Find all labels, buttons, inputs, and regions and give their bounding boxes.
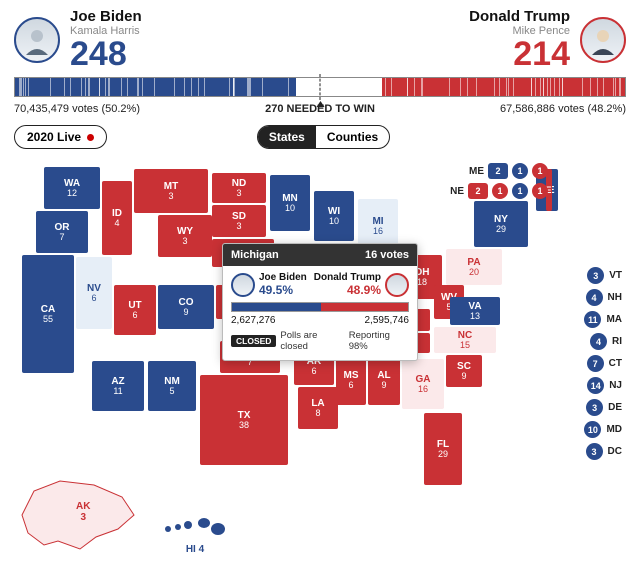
side-state-ct[interactable]: 7CT — [587, 355, 622, 372]
target-label: 270 NEEDED TO WIN — [265, 103, 375, 115]
state-mn[interactable]: MN10 — [270, 175, 310, 231]
state-pa[interactable]: PA20 — [446, 249, 502, 285]
ev-bar-rep — [382, 78, 625, 96]
state-la[interactable]: LA8 — [298, 387, 338, 429]
candidate-rep: Donald Trump Mike Pence 214 — [469, 8, 626, 71]
candidate-dem: Joe Biden Kamala Harris 248 — [14, 8, 142, 71]
ev-bar-gap — [296, 78, 382, 96]
state-mt[interactable]: MT3 — [134, 169, 208, 213]
state-tooltip: Michigan16 votes Joe Biden49.5% Donald T… — [222, 243, 418, 361]
scoreboard-header: Joe Biden Kamala Harris 248 Donald Trump… — [0, 0, 640, 75]
rep-ev-count: 214 — [469, 37, 570, 71]
state-nd[interactable]: ND3 — [212, 173, 266, 203]
state-nv[interactable]: NV6 — [76, 257, 112, 329]
dem-name: Joe Biden — [70, 8, 142, 25]
split-row-me: ME211 — [469, 163, 548, 179]
tooltip-ev: 16 votes — [365, 249, 409, 261]
split-row-ne: NE2111 — [450, 183, 548, 199]
state-al[interactable]: AL9 — [368, 355, 400, 405]
avatar-biden — [14, 17, 60, 63]
state-id[interactable]: ID4 — [102, 181, 132, 255]
state-ny[interactable]: NY29 — [474, 201, 528, 247]
split-me-1[interactable]: 1 — [532, 163, 548, 179]
state-sc[interactable]: SC9 — [446, 355, 482, 387]
side-state-nh[interactable]: 4NH — [586, 289, 622, 306]
side-state-md[interactable]: 10MD — [584, 421, 622, 438]
split-ne-1[interactable]: 1 — [492, 183, 508, 199]
state-va[interactable]: VA13 — [450, 297, 500, 325]
rep-name: Donald Trump — [469, 8, 570, 25]
split-ne-1[interactable]: 1 — [532, 183, 548, 199]
ev-bar-dem — [15, 78, 296, 96]
state-ms[interactable]: MS6 — [336, 355, 366, 405]
state-ut[interactable]: UT6 — [114, 285, 156, 335]
state-hawaii[interactable]: HI 4 — [162, 511, 228, 555]
avatar-trump — [580, 17, 626, 63]
side-state-dc[interactable]: 3DC — [586, 443, 622, 460]
state-ga[interactable]: GA16 — [402, 359, 444, 409]
dem-votes-text: 70,435,479 votes (50.2%) — [14, 103, 140, 115]
toggle-states[interactable]: States — [258, 126, 316, 148]
state-sd[interactable]: SD3 — [212, 205, 266, 237]
rep-votes-text: 67,586,886 votes (48.2%) — [500, 103, 626, 115]
election-map[interactable]: AK3 HI 4 WA12OR7CA55NV6ID4 AZ11 UT6 MT3WY3 C… — [14, 155, 626, 557]
state-nc[interactable]: NC15 — [434, 327, 496, 353]
state-wa[interactable]: WA12 — [44, 167, 100, 209]
ev-bar-container — [0, 75, 640, 99]
view-toggle[interactable]: States Counties — [257, 125, 390, 149]
side-state-ma[interactable]: 11MA — [584, 311, 622, 328]
ak-label: AK3 — [76, 501, 90, 523]
hi-label: HI 4 — [162, 544, 228, 555]
side-state-vt[interactable]: 3VT — [587, 267, 622, 284]
controls-row: 2020 Live States Counties — [0, 121, 640, 155]
state-nm[interactable]: NM5 — [148, 361, 196, 411]
split-ne-1[interactable]: 1 — [512, 183, 528, 199]
state-tx[interactable]: TX38 — [200, 375, 288, 465]
tooltip-state-name: Michigan — [231, 249, 279, 261]
bar-subtext: 70,435,479 votes (50.2%) 270 NEEDED TO W… — [0, 99, 640, 121]
state-wi[interactable]: WI10 — [314, 191, 354, 241]
year-live-button[interactable]: 2020 Live — [14, 125, 107, 149]
state-az[interactable]: AZ11 — [92, 361, 144, 411]
split-ne-2[interactable]: 2 — [468, 183, 488, 199]
toggle-counties[interactable]: Counties — [316, 126, 389, 148]
side-state-nj[interactable]: 14NJ — [587, 377, 622, 394]
state-co[interactable]: CO9 — [158, 285, 214, 329]
state-or[interactable]: OR7 — [36, 211, 88, 253]
side-state-ri[interactable]: 4RI — [590, 333, 622, 350]
state-fl[interactable]: FL29 — [424, 413, 462, 485]
ev-bar — [14, 77, 626, 97]
side-state-de[interactable]: 3DE — [586, 399, 622, 416]
ev-bar-270-marker — [320, 74, 321, 100]
state-ca[interactable]: CA55 — [22, 255, 74, 373]
split-me-2[interactable]: 2 — [488, 163, 508, 179]
dem-ev-count: 248 — [70, 37, 142, 71]
live-indicator-icon — [87, 134, 94, 141]
state-wy[interactable]: WY3 — [158, 215, 212, 257]
split-me-1[interactable]: 1 — [512, 163, 528, 179]
